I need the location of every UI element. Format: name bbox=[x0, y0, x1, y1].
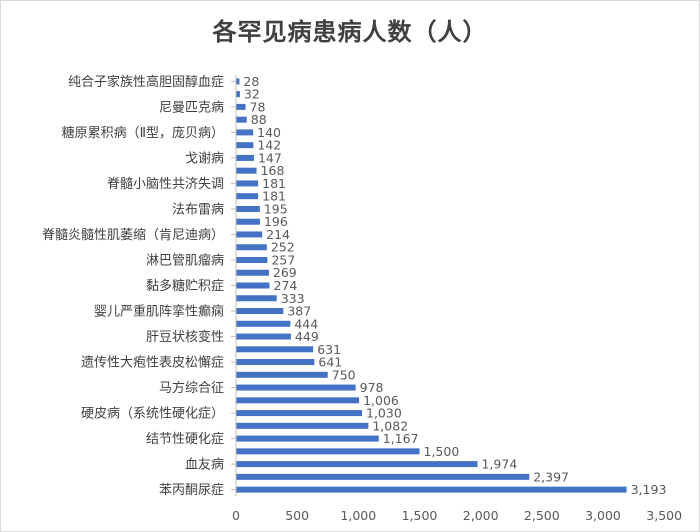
bar bbox=[236, 346, 314, 353]
bar bbox=[236, 78, 240, 85]
bar bbox=[236, 180, 259, 187]
value-label: 3,193 bbox=[631, 482, 667, 497]
category-label: 肝豆状核变性 bbox=[146, 329, 224, 345]
bar bbox=[236, 142, 254, 149]
bar bbox=[236, 435, 379, 442]
category-label: 淋巴管肌瘤病 bbox=[146, 252, 224, 268]
bar bbox=[236, 269, 269, 276]
bar bbox=[236, 448, 420, 455]
x-tick-label: 500 bbox=[285, 508, 309, 523]
value-label: 147 bbox=[258, 150, 282, 165]
value-label: 257 bbox=[271, 252, 295, 267]
value-label: 444 bbox=[294, 316, 318, 331]
bar bbox=[236, 461, 478, 468]
value-label: 978 bbox=[360, 380, 384, 395]
x-tick-label: 2,500 bbox=[524, 508, 560, 523]
bar bbox=[236, 422, 369, 429]
value-label: 214 bbox=[266, 227, 290, 242]
bar bbox=[236, 371, 328, 378]
x-tick-label: 1,500 bbox=[402, 508, 438, 523]
value-label: 28 bbox=[243, 74, 259, 89]
value-label: 2,397 bbox=[533, 469, 569, 484]
bar bbox=[236, 320, 291, 327]
value-label: 750 bbox=[332, 367, 356, 382]
bar bbox=[236, 103, 246, 110]
bar bbox=[236, 282, 270, 289]
value-label: 32 bbox=[244, 87, 260, 102]
bar bbox=[236, 218, 260, 225]
category-label: 硬皮病（系统性硬化症） bbox=[81, 407, 224, 422]
value-label: 269 bbox=[273, 265, 297, 280]
bar bbox=[236, 473, 530, 480]
category-label: 马方综合征 bbox=[159, 380, 224, 396]
bar bbox=[236, 193, 259, 200]
x-tick-label: 0 bbox=[232, 508, 240, 523]
value-label: 88 bbox=[251, 112, 267, 127]
bar bbox=[236, 410, 362, 417]
category-label: 脊髓炎髓性肌萎缩（肯尼迪病） bbox=[42, 227, 224, 243]
value-label: 274 bbox=[274, 278, 298, 293]
bar bbox=[236, 167, 257, 174]
value-label: 168 bbox=[261, 163, 285, 178]
category-label: 脊髓小脑性共济失调 bbox=[107, 177, 224, 192]
value-label: 1,082 bbox=[372, 418, 408, 433]
category-label: 婴儿严重肌阵挛性癫痫 bbox=[94, 304, 224, 320]
bar bbox=[236, 154, 254, 161]
category-label: 戈谢病 bbox=[185, 150, 224, 166]
category-label: 尼曼匹克病 bbox=[159, 100, 224, 115]
bar bbox=[236, 231, 263, 238]
value-label: 1,167 bbox=[383, 431, 419, 446]
bar bbox=[236, 397, 360, 404]
bar bbox=[236, 308, 284, 315]
bar bbox=[236, 244, 267, 251]
value-label: 181 bbox=[262, 189, 286, 204]
value-labels-group: 3,193 2,397 1,974 1,500 1,1671,0821,0301,006… bbox=[243, 74, 666, 497]
bar bbox=[236, 295, 277, 302]
value-label: 1,030 bbox=[366, 406, 402, 421]
value-label: 196 bbox=[264, 214, 288, 229]
value-label: 181 bbox=[262, 176, 286, 191]
value-label: 142 bbox=[257, 138, 281, 153]
value-label: 641 bbox=[318, 355, 342, 370]
x-tick-label: 3,500 bbox=[646, 508, 682, 523]
bar bbox=[236, 384, 356, 391]
category-labels-group: 苯丙酮尿症 血友病 结节性硬化症 硬皮病（系统性硬化症） 马方综合征 遗传性大疱性表皮松懈… bbox=[42, 74, 224, 498]
value-label: 140 bbox=[257, 125, 281, 140]
value-label: 1,006 bbox=[363, 393, 399, 408]
value-label: 78 bbox=[250, 99, 266, 114]
bar bbox=[236, 486, 627, 493]
x-tick-labels: 0 500 1,000 1,500 2,000 2,500 3,000 3,500 bbox=[232, 508, 682, 523]
x-tick-label: 1,000 bbox=[340, 508, 376, 523]
value-label: 1,500 bbox=[424, 444, 460, 459]
category-label: 黏多糖贮积症 bbox=[146, 278, 224, 294]
category-label: 遗传性大疱性表皮松懈症 bbox=[81, 355, 224, 371]
value-label: 195 bbox=[264, 201, 288, 216]
value-label: 387 bbox=[287, 304, 311, 319]
category-label: 纯合子家族性高胆固醇血症 bbox=[68, 74, 224, 90]
bar bbox=[236, 359, 315, 366]
category-label: 法布雷病 bbox=[172, 202, 224, 217]
value-label: 631 bbox=[317, 342, 341, 357]
x-tick-label: 2,000 bbox=[463, 508, 499, 523]
bar bbox=[236, 205, 260, 212]
bar bbox=[236, 91, 240, 98]
category-label: 糖原累积病（Ⅱ型，庞贝病） bbox=[62, 125, 224, 141]
chart-title: 各罕见病患病人数（人） bbox=[212, 18, 488, 46]
value-label: 252 bbox=[271, 240, 295, 255]
bar bbox=[236, 129, 254, 136]
bar bbox=[236, 116, 247, 123]
category-label: 血友病 bbox=[185, 457, 224, 473]
value-label: 333 bbox=[281, 291, 305, 306]
bar bbox=[236, 333, 291, 340]
bars-group bbox=[236, 78, 627, 493]
x-tick-label: 3,000 bbox=[585, 508, 621, 523]
category-label: 结节性硬化症 bbox=[146, 432, 224, 447]
value-label: 1,974 bbox=[481, 457, 517, 472]
y-axis bbox=[231, 75, 237, 496]
category-label: 苯丙酮尿症 bbox=[159, 483, 224, 498]
value-label: 449 bbox=[295, 329, 319, 344]
bar bbox=[236, 256, 268, 263]
